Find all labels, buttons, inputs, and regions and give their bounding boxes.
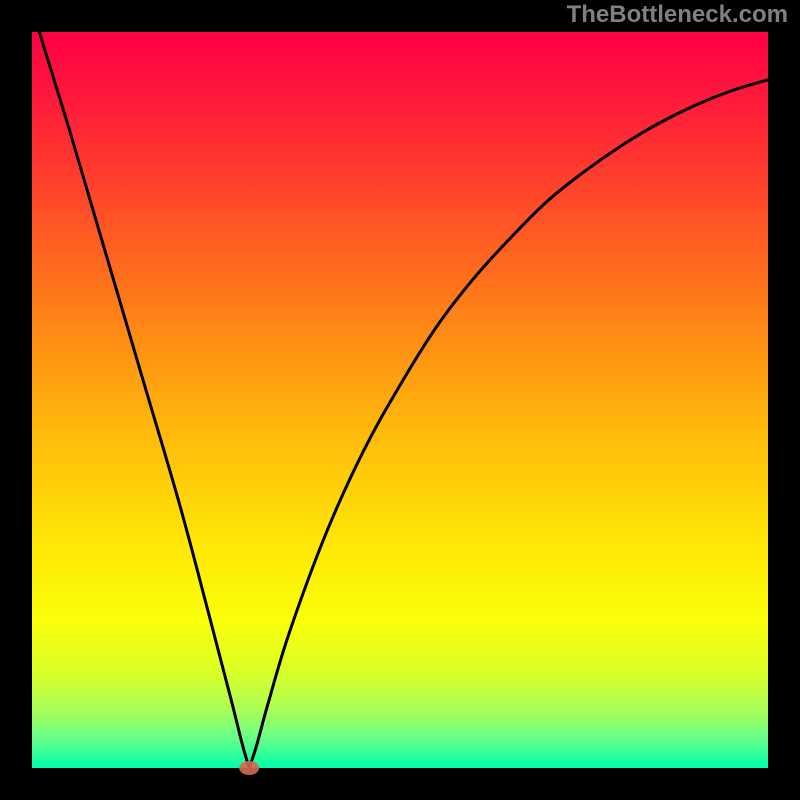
- bottleneck-chart: TheBottleneck.com: [0, 0, 800, 800]
- watermark-text: TheBottleneck.com: [567, 1, 788, 28]
- plot-area: [32, 32, 768, 768]
- vertex-marker: [239, 761, 259, 775]
